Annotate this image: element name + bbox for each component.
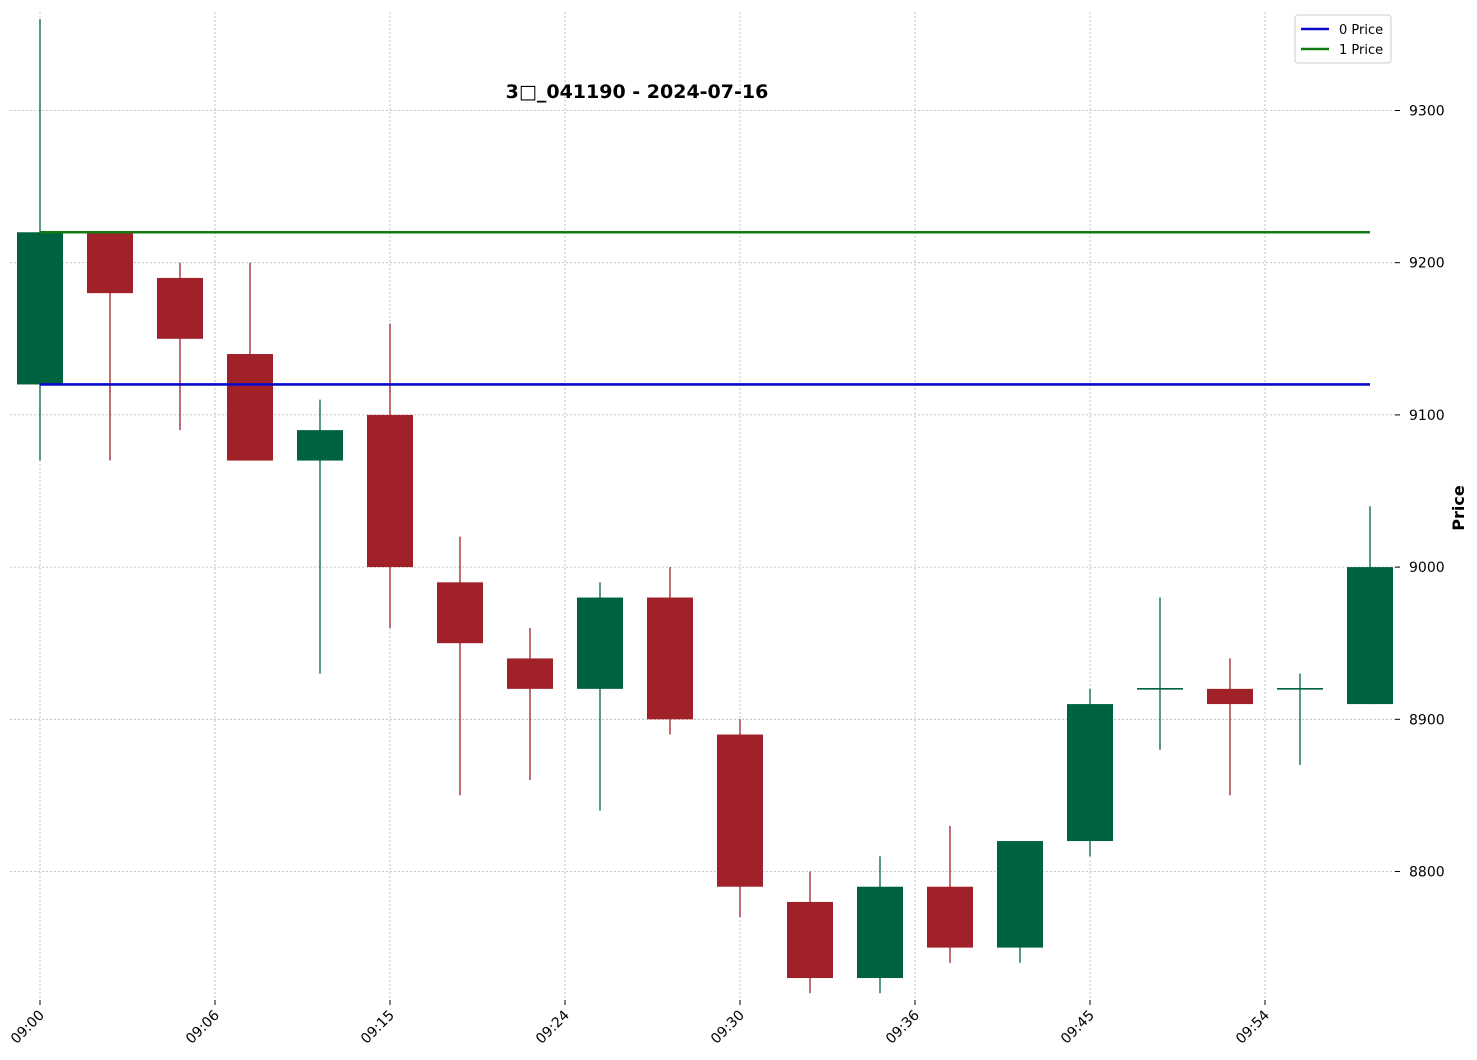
candle-body	[367, 414, 413, 568]
candle-body	[1067, 704, 1113, 842]
legend-box	[1294, 14, 1392, 64]
candle-body	[227, 354, 273, 461]
x-tick-label: 09:06	[183, 1007, 223, 1047]
candle-body	[577, 597, 623, 689]
candle-body	[647, 597, 693, 720]
price-lines	[40, 230, 1370, 386]
candle-body	[87, 232, 133, 294]
candle-body	[1347, 567, 1393, 705]
candles	[17, 19, 1393, 994]
candle-body	[1207, 688, 1253, 705]
candle-body	[507, 658, 553, 689]
y-tick-label: 9000	[1409, 560, 1445, 576]
candle-body	[297, 430, 343, 461]
candle-body	[787, 901, 833, 979]
legend-label: 1 Price	[1339, 43, 1383, 58]
x-tick-label: 09:54	[1233, 1007, 1273, 1047]
x-tick-label: 09:36	[883, 1007, 923, 1047]
x-tick-label: 09:24	[533, 1007, 573, 1047]
y-tick-label: 9100	[1409, 408, 1445, 424]
x-tick-label: 09:30	[708, 1008, 748, 1048]
candle-body	[717, 734, 763, 887]
chart-title: 3□_041190 - 2024-07-16	[506, 81, 769, 103]
candle-body	[157, 277, 203, 339]
y-axis-label: Price	[1449, 485, 1468, 531]
y-tick-label: 8900	[1409, 712, 1445, 728]
y-tick-label: 8800	[1409, 865, 1445, 881]
x-tick-label: 09:00	[8, 1008, 48, 1048]
x-axis-ticks: 09:00 09:06 09:15 09:24 09:30 09:36 09:45 09:54	[8, 1000, 1273, 1047]
candle-body	[437, 582, 483, 644]
x-tick-label: 09:15	[358, 1008, 398, 1048]
x-tick-label: 09:45	[1058, 1008, 1098, 1048]
candle-body	[997, 841, 1043, 948]
y-axis-ticks: 8800 8900 9000 9100 9200 9300	[1395, 104, 1445, 881]
legend-label: 0 Price	[1339, 23, 1383, 38]
candle-body	[17, 232, 63, 385]
candle-body	[857, 886, 903, 979]
y-tick-label: 9200	[1409, 256, 1445, 272]
grid	[10, 12, 1395, 1000]
candle-body	[927, 886, 973, 948]
legend: 0 Price 1 Price	[1294, 14, 1392, 64]
y-tick-label: 9300	[1409, 104, 1445, 120]
